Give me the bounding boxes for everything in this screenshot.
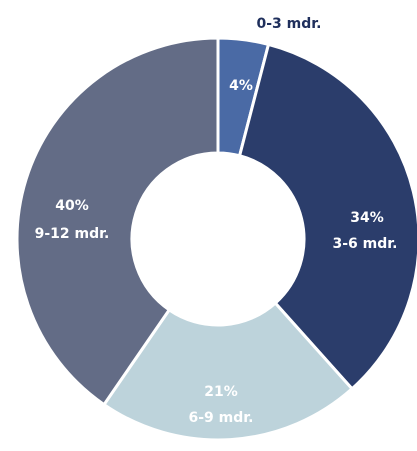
- slice-category-label: 0-3 mdr.: [256, 16, 321, 32]
- slice-category-label: 6-9 mdr.: [188, 410, 253, 426]
- label-group: 4% 0-3 mdr. 34% 3-6 mdr. 21% 6-9 mdr. 40% 9-12 …: [35, 16, 398, 426]
- slice-3-6-mdr: [237, 42, 417, 391]
- slice-percent-label: 34%: [350, 210, 384, 226]
- slice-category-label: 9-12 mdr.: [35, 226, 110, 242]
- slice-category-label: 3-6 mdr.: [332, 236, 397, 252]
- slice-percent-label: 40%: [55, 198, 89, 214]
- slice-9-12-mdr: [15, 36, 220, 407]
- slice-group: [15, 36, 417, 442]
- slice-percent-label: 21%: [204, 384, 238, 400]
- slice-percent-label: 4%: [229, 78, 253, 94]
- slice-6-9-mdr: [101, 300, 355, 442]
